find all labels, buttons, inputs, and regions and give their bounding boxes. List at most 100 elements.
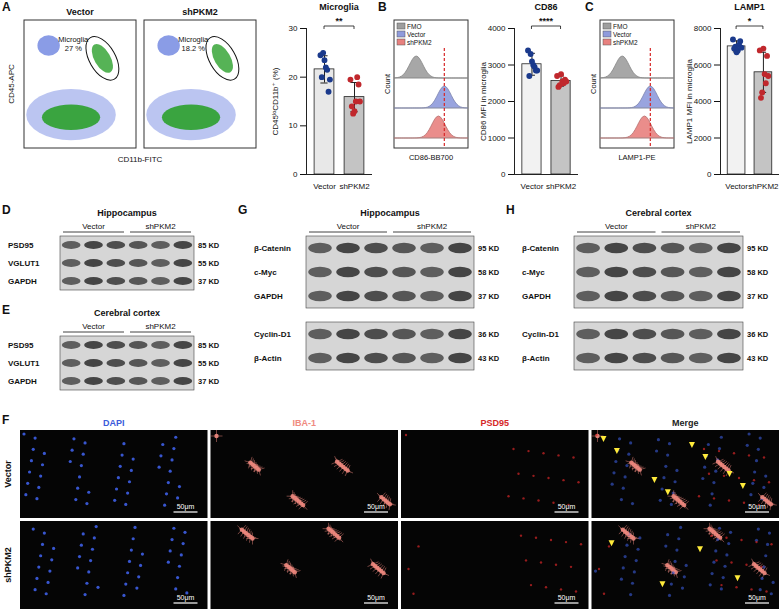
svg-text:30: 30 bbox=[289, 24, 298, 33]
svg-text:CD45-APC: CD45-APC bbox=[7, 64, 16, 104]
svg-text:55 KD: 55 KD bbox=[198, 259, 220, 268]
svg-text:A: A bbox=[2, 0, 11, 14]
svg-text:Hippocampus: Hippocampus bbox=[97, 208, 157, 218]
svg-text:PSD95: PSD95 bbox=[8, 341, 34, 350]
svg-text:CD86 MFI in microglia: CD86 MFI in microglia bbox=[479, 61, 488, 141]
svg-text:4000: 4000 bbox=[694, 97, 712, 106]
svg-text:**: ** bbox=[335, 16, 343, 26]
svg-text:shPKM2: shPKM2 bbox=[417, 222, 448, 231]
svg-text:FMO: FMO bbox=[407, 23, 421, 30]
svg-text:36 KD: 36 KD bbox=[478, 330, 500, 339]
svg-text:shPKM2: shPKM2 bbox=[145, 222, 176, 231]
svg-text:2000: 2000 bbox=[488, 97, 506, 106]
svg-text:18.2 %: 18.2 % bbox=[182, 44, 206, 53]
svg-text:D: D bbox=[2, 203, 11, 217]
svg-text:β-Catenin: β-Catenin bbox=[522, 244, 559, 253]
svg-text:GAPDH: GAPDH bbox=[254, 292, 283, 301]
svg-text:C: C bbox=[585, 0, 594, 14]
svg-text:58 KD: 58 KD bbox=[478, 268, 500, 277]
svg-text:2000: 2000 bbox=[694, 134, 712, 143]
svg-text:Merge: Merge bbox=[672, 418, 699, 428]
svg-text:1000: 1000 bbox=[488, 134, 506, 143]
svg-text:Vector: Vector bbox=[313, 182, 336, 191]
svg-text:CD11b-FITC: CD11b-FITC bbox=[118, 155, 163, 164]
svg-text:shPKM2: shPKM2 bbox=[3, 547, 13, 583]
svg-text:Vector: Vector bbox=[605, 222, 628, 231]
svg-text:CD45ˡᵒCD11b⁺ (%): CD45ˡᵒCD11b⁺ (%) bbox=[271, 67, 280, 135]
svg-text:c-Myc: c-Myc bbox=[522, 268, 545, 277]
svg-text:10: 10 bbox=[289, 121, 298, 130]
svg-text:Cyclin-D1: Cyclin-D1 bbox=[522, 330, 559, 339]
svg-text:Vector: Vector bbox=[3, 460, 13, 488]
svg-text:β-Actin: β-Actin bbox=[254, 354, 282, 363]
svg-text:50μm: 50μm bbox=[558, 594, 576, 602]
svg-text:shPKM2: shPKM2 bbox=[145, 322, 176, 331]
svg-text:shPKM2: shPKM2 bbox=[339, 182, 370, 191]
svg-text:VGLUT1: VGLUT1 bbox=[8, 259, 40, 268]
svg-text:Cerebral cortex: Cerebral cortex bbox=[94, 308, 160, 318]
svg-text:37 KD: 37 KD bbox=[747, 292, 769, 301]
svg-text:50μm: 50μm bbox=[177, 594, 195, 602]
svg-text:Vector: Vector bbox=[613, 31, 632, 38]
svg-text:β-Catenin: β-Catenin bbox=[254, 244, 291, 253]
svg-text:Vector: Vector bbox=[82, 222, 105, 231]
svg-text:85 KD: 85 KD bbox=[198, 341, 220, 350]
svg-text:55 KD: 55 KD bbox=[198, 359, 220, 368]
svg-text:50μm: 50μm bbox=[748, 503, 766, 511]
svg-text:20: 20 bbox=[289, 73, 298, 82]
svg-text:43 KD: 43 KD bbox=[747, 354, 769, 363]
svg-text:43 KD: 43 KD bbox=[478, 354, 500, 363]
svg-text:27 %: 27 % bbox=[65, 44, 82, 53]
svg-text:58 KD: 58 KD bbox=[747, 268, 769, 277]
svg-text:CD86-BB700: CD86-BB700 bbox=[409, 153, 453, 162]
svg-text:6000: 6000 bbox=[694, 61, 712, 70]
svg-text:H: H bbox=[506, 203, 515, 217]
svg-text:FMO: FMO bbox=[613, 23, 627, 30]
svg-text:0: 0 bbox=[707, 170, 712, 179]
svg-text:GAPDH: GAPDH bbox=[8, 377, 37, 386]
svg-text:GAPDH: GAPDH bbox=[8, 277, 37, 286]
svg-text:Hippocampus: Hippocampus bbox=[360, 208, 420, 218]
svg-text:LAMP1-PE: LAMP1-PE bbox=[618, 153, 655, 162]
svg-text:37 KD: 37 KD bbox=[198, 277, 220, 286]
svg-text:F: F bbox=[2, 413, 9, 427]
svg-text:Vector: Vector bbox=[82, 322, 105, 331]
svg-text:VGLUT1: VGLUT1 bbox=[8, 359, 40, 368]
svg-text:50μm: 50μm bbox=[748, 594, 766, 602]
svg-text:PSD95: PSD95 bbox=[480, 418, 509, 428]
svg-text:GAPDH: GAPDH bbox=[522, 292, 551, 301]
svg-text:PSD95: PSD95 bbox=[8, 241, 34, 250]
svg-text:LAMP1 MFI in microglia: LAMP1 MFI in microglia bbox=[685, 59, 694, 144]
svg-text:4000: 4000 bbox=[488, 24, 506, 33]
svg-text:LAMP1: LAMP1 bbox=[734, 2, 765, 12]
svg-text:shPKM2: shPKM2 bbox=[686, 222, 717, 231]
svg-text:****: **** bbox=[539, 16, 554, 26]
svg-text:Count: Count bbox=[589, 73, 598, 94]
svg-text:3000: 3000 bbox=[488, 61, 506, 70]
svg-text:37 KD: 37 KD bbox=[198, 377, 220, 386]
svg-text:Vector: Vector bbox=[66, 7, 94, 17]
svg-text:50μm: 50μm bbox=[558, 503, 576, 511]
svg-text:0: 0 bbox=[293, 170, 298, 179]
svg-text:50μm: 50μm bbox=[177, 503, 195, 511]
svg-text:E: E bbox=[2, 303, 10, 317]
svg-text:Cerebral cortex: Cerebral cortex bbox=[625, 208, 691, 218]
svg-text:Microglia: Microglia bbox=[319, 2, 360, 12]
svg-text:85 KD: 85 KD bbox=[198, 241, 220, 250]
svg-text:Microglia: Microglia bbox=[58, 35, 89, 44]
svg-text:95 KD: 95 KD bbox=[478, 244, 500, 253]
svg-text:Vector: Vector bbox=[407, 31, 426, 38]
svg-text:Count: Count bbox=[383, 73, 392, 94]
svg-text:Cyclin-D1: Cyclin-D1 bbox=[254, 330, 291, 339]
svg-text:G: G bbox=[238, 203, 247, 217]
svg-text:8000: 8000 bbox=[694, 24, 712, 33]
svg-text:shPKM2: shPKM2 bbox=[407, 39, 432, 46]
svg-text:*: * bbox=[748, 16, 752, 26]
svg-text:50μm: 50μm bbox=[367, 594, 385, 602]
svg-text:Microglia: Microglia bbox=[178, 35, 209, 44]
svg-text:DAPI: DAPI bbox=[103, 418, 125, 428]
svg-text:36 KD: 36 KD bbox=[747, 330, 769, 339]
svg-text:IBA-1: IBA-1 bbox=[292, 418, 316, 428]
svg-text:37 KD: 37 KD bbox=[478, 292, 500, 301]
svg-text:β-Actin: β-Actin bbox=[522, 354, 550, 363]
